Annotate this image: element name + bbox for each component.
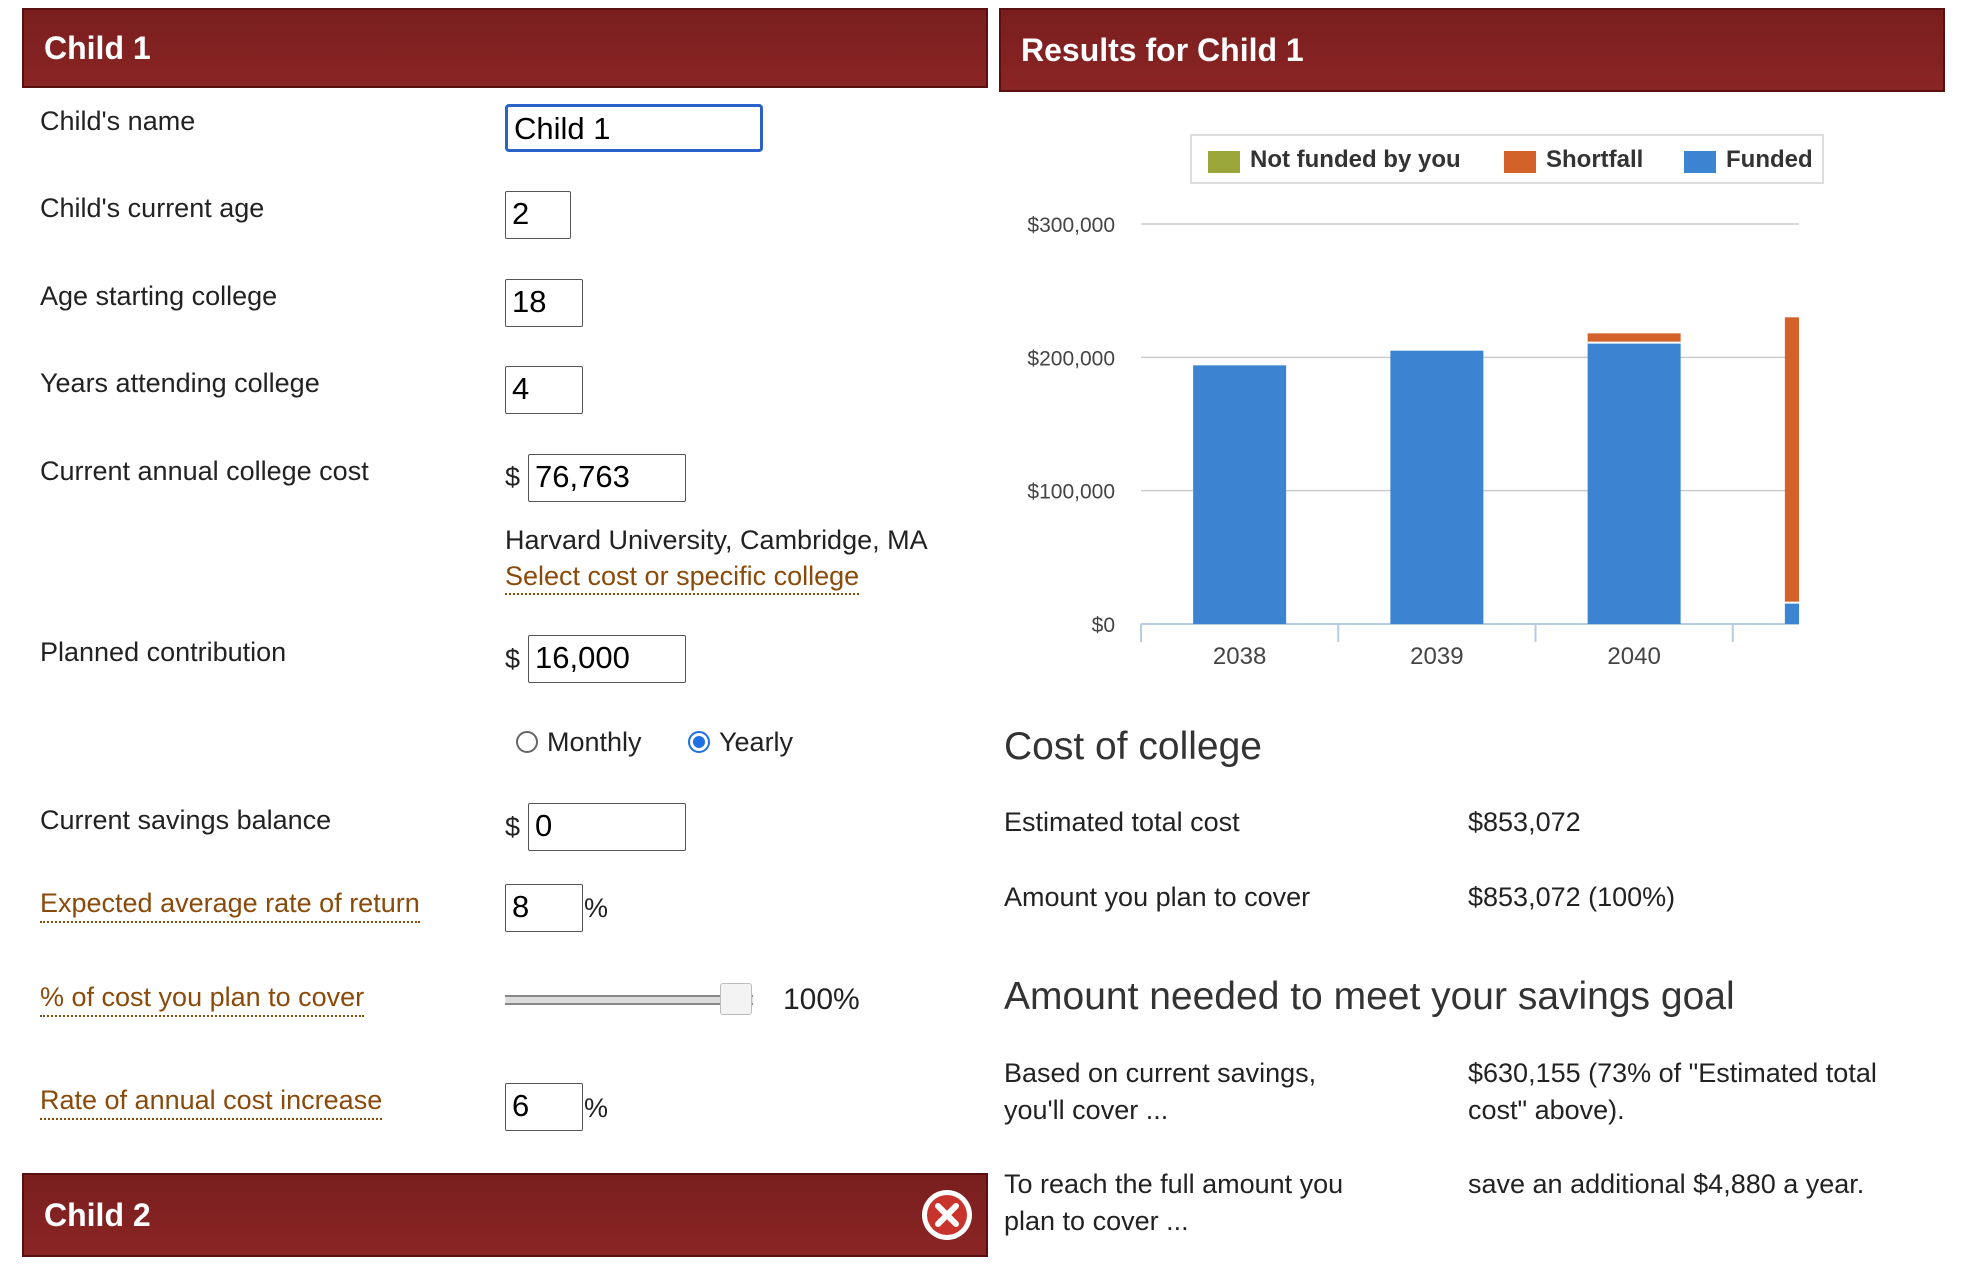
bar-funded — [1784, 602, 1799, 624]
plan-cover-label: Amount you plan to cover — [1004, 882, 1311, 912]
savings-goal-heading: Amount needed to meet your savings goal — [1004, 975, 1735, 1018]
rate-return-label[interactable]: Expected average rate of return — [40, 888, 420, 923]
rate-return-input[interactable]: 8 — [505, 884, 583, 932]
child1-title: Child 1 — [44, 29, 151, 66]
years-attending-label: Years attending college — [40, 368, 320, 398]
child2-header[interactable]: Child 2 — [22, 1173, 988, 1257]
annual-cost-input[interactable]: 76,763 — [528, 454, 686, 502]
y-tick-label: $300,000 — [1027, 214, 1115, 237]
cost-increase-input[interactable]: 6 — [505, 1083, 583, 1131]
cover-label[interactable]: % of cost you plan to cover — [40, 982, 365, 1017]
cost-increase-label[interactable]: Rate of annual cost increase — [40, 1085, 383, 1120]
savings-balance-label: Current savings balance — [40, 805, 332, 835]
savings-balance-currency: $ — [505, 812, 521, 842]
annual-cost-currency: $ — [505, 462, 521, 492]
contribution-input[interactable]: 16,000 — [528, 635, 686, 683]
full-amount-label: To reach the full amount you plan to cov… — [1004, 1169, 1344, 1236]
y-tick-label: $200,000 — [1027, 347, 1115, 370]
cover-slider-handle[interactable] — [720, 983, 752, 1015]
child-name-label: Child's name — [40, 106, 196, 136]
current-cover-value: $630,155 (73% of "Estimated total cost" … — [1468, 1058, 1877, 1125]
yearly-radio[interactable] — [688, 731, 710, 753]
child2-title: Child 2 — [44, 1196, 151, 1233]
y-tick-label: $0 — [1092, 614, 1115, 637]
current-cover-label: Based on current savings, you'll cover .… — [1004, 1058, 1317, 1125]
bar-funded — [1390, 350, 1484, 624]
legend-label-not-funded: Not funded by you — [1250, 146, 1461, 173]
legend-swatch-shortfall — [1504, 151, 1536, 173]
plan-cover-value: $853,072 (100%) — [1468, 882, 1676, 912]
contribution-label: Planned contribution — [40, 637, 287, 667]
chart-legend: Not funded by you Shortfall Funded — [1190, 134, 1824, 184]
current-age-label: Child's current age — [40, 193, 265, 223]
estimated-total-value: $853,072 — [1468, 807, 1581, 837]
y-tick-label: $100,000 — [1027, 481, 1115, 504]
monthly-label: Monthly — [547, 727, 642, 757]
results-title: Results for Child 1 — [1021, 31, 1304, 68]
x-tick-label: 2038 — [1213, 643, 1266, 670]
cover-value: 100% — [783, 983, 860, 1016]
current-age-input[interactable]: 2 — [505, 191, 571, 239]
monthly-radio[interactable] — [516, 731, 538, 753]
bar-funded — [1193, 365, 1287, 624]
cost-of-college-heading: Cost of college — [1004, 725, 1262, 768]
x-tick-label: 2039 — [1410, 643, 1463, 670]
results-bar-chart: $0$100,000$200,000$300,00020382039204020… — [1027, 214, 1799, 670]
annual-cost-label: Current annual college cost — [40, 456, 369, 486]
legend-label-shortfall: Shortfall — [1546, 146, 1644, 173]
estimated-total-label: Estimated total cost — [1004, 807, 1240, 837]
legend-swatch-funded — [1684, 151, 1716, 173]
x-tick-label: 2040 — [1607, 643, 1660, 670]
contribution-currency: $ — [505, 644, 521, 674]
results-header: Results for Child 1 — [999, 8, 1945, 92]
rate-return-unit: % — [584, 893, 609, 923]
close-circle-icon[interactable] — [920, 1188, 974, 1242]
cover-slider-track[interactable] — [505, 995, 753, 1005]
cost-increase-unit: % — [584, 1093, 609, 1123]
yearly-label: Yearly — [719, 727, 794, 757]
savings-balance-input[interactable]: 0 — [528, 803, 686, 851]
child1-header: Child 1 — [22, 8, 988, 88]
years-attending-input[interactable]: 4 — [505, 366, 583, 414]
full-amount-value: save an additional $4,880 a year. — [1468, 1169, 1865, 1199]
child-name-input[interactable]: Child 1 — [505, 104, 763, 152]
bar-funded — [1587, 342, 1681, 624]
bar-shortfall — [1587, 333, 1681, 343]
age-starting-input[interactable]: 18 — [505, 279, 583, 327]
legend-swatch-not-funded — [1208, 151, 1240, 173]
college-name: Harvard University, Cambridge, MA — [505, 525, 928, 555]
legend-label-funded: Funded — [1726, 146, 1813, 173]
select-college-link[interactable]: Select cost or specific college — [505, 561, 860, 595]
bar-shortfall — [1784, 317, 1799, 603]
age-starting-label: Age starting college — [40, 281, 278, 311]
